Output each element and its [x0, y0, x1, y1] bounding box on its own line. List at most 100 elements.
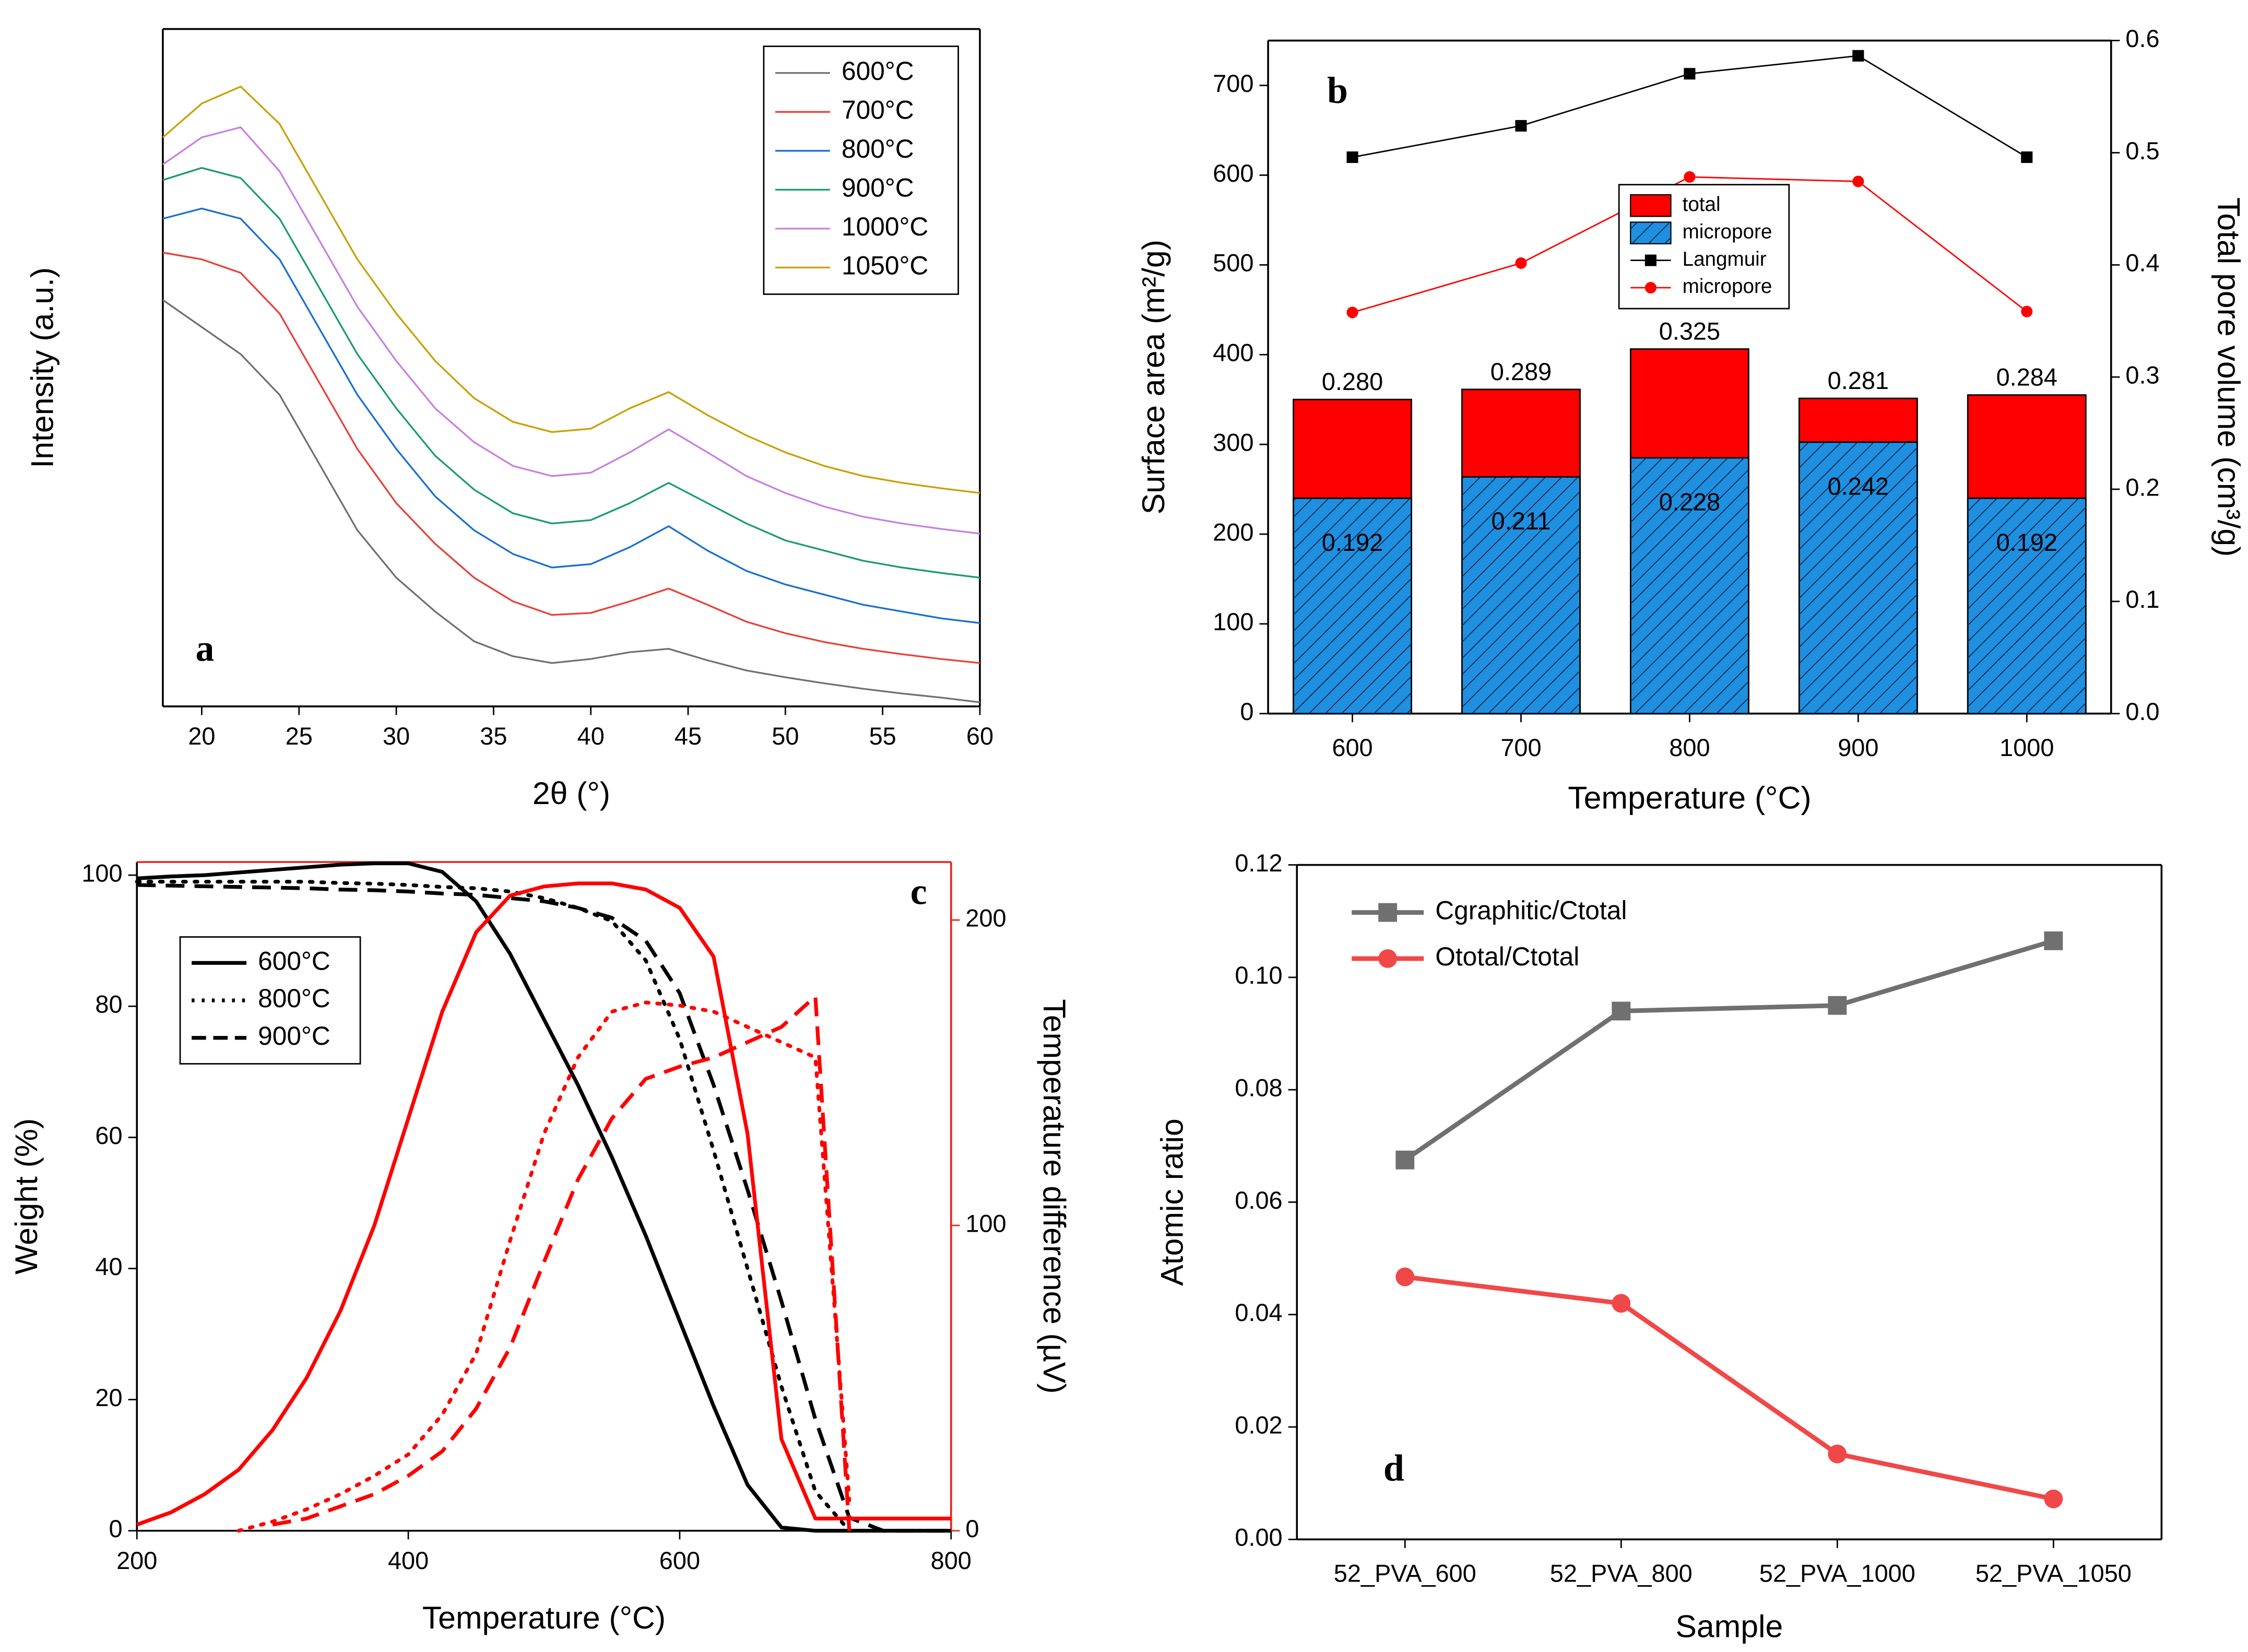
- x-tick-label: 400: [388, 1547, 429, 1574]
- y-tick-label: 0.12: [1235, 849, 1282, 877]
- marker: [1644, 282, 1657, 294]
- x-tick-label: 800: [931, 1547, 972, 1574]
- marker: [1346, 306, 1358, 318]
- legend-label: micropore: [1683, 275, 1772, 298]
- legend-label: total: [1683, 193, 1721, 216]
- x-tick-label: 52_PVA_1000: [1759, 1560, 1915, 1587]
- bar-hatch: [1630, 457, 1749, 714]
- legend-label: 900°C: [258, 1021, 330, 1051]
- x-tick-label: 52_PVA_1050: [1975, 1560, 2132, 1587]
- y-tick-label: 700: [1213, 70, 1253, 97]
- line: [162, 207, 980, 624]
- line: [162, 167, 980, 579]
- x-tick-label: 700: [1500, 734, 1541, 761]
- x-axis-title: Sample: [1675, 1609, 1783, 1644]
- legend-label: Ototal/Ctotal: [1435, 942, 1579, 971]
- x-tick-label: 20: [188, 723, 215, 750]
- bar-value-label: 0.211: [1491, 508, 1551, 535]
- legend-frame: [763, 45, 959, 295]
- line: [162, 126, 980, 535]
- marker: [1515, 257, 1527, 269]
- x-tick-label: 30: [383, 723, 410, 750]
- bar-value-label: 0.289: [1490, 358, 1552, 385]
- x-tick-label: 35: [480, 723, 507, 750]
- y2-tick-label: 100: [965, 1210, 1006, 1237]
- y-tick-label: 0.04: [1235, 1299, 1282, 1326]
- marker: [1395, 1150, 1415, 1170]
- y-tick-label: 500: [1213, 250, 1253, 277]
- bar-hatch: [1799, 442, 1918, 714]
- y-axis-title: Intensity (a.u.): [25, 267, 60, 468]
- line: [137, 861, 951, 1533]
- marker: [1346, 151, 1358, 163]
- x-tick-label: 55: [869, 723, 896, 750]
- y-axis-title: Atomic ratio: [1154, 1118, 1190, 1286]
- legend-label: 800°C: [842, 134, 914, 163]
- legend-label: 900°C: [842, 173, 914, 202]
- legend-hatch: [1630, 222, 1671, 244]
- x-tick-label: 52_PVA_600: [1334, 1560, 1476, 1587]
- x-tick-label: 25: [286, 723, 313, 750]
- bar-hatch: [1968, 498, 2086, 714]
- y-tick-label: 600: [1213, 160, 1253, 187]
- bar-hatch: [1462, 477, 1580, 714]
- bar-value-label: 0.284: [1996, 364, 2057, 391]
- marker: [1395, 1267, 1415, 1287]
- y-tick-label: 0.06: [1235, 1187, 1282, 1214]
- y-tick-label: 100: [1213, 608, 1253, 635]
- y2-axis-title: Temperature difference (µV): [1037, 999, 1072, 1394]
- line: [1404, 1275, 2054, 1502]
- bar-value-label: 0.280: [1322, 368, 1383, 395]
- y-axis-title: Weight (%): [8, 1118, 44, 1275]
- legend-swatch: [1630, 194, 1672, 217]
- y-tick-label: 300: [1213, 429, 1253, 456]
- x-tick-label: 200: [116, 1547, 157, 1574]
- y-tick-label: 60: [95, 1122, 122, 1149]
- legend-label: Cgraphitic/Ctotal: [1435, 896, 1627, 925]
- y2-tick-label: 0: [965, 1515, 979, 1542]
- x-tick-label: 900: [1838, 734, 1878, 761]
- marker: [1684, 171, 1696, 183]
- x-tick-label: 52_PVA_800: [1550, 1560, 1693, 1587]
- marker: [1612, 1294, 1631, 1313]
- y-tick-label: 0.10: [1235, 962, 1282, 989]
- legend-label: micropore: [1683, 220, 1772, 243]
- legend-label: Langmuir: [1683, 248, 1767, 270]
- marker: [1852, 175, 1864, 187]
- panel-letter: d: [1383, 1447, 1404, 1489]
- bar-value-label: 0.192: [1322, 529, 1383, 556]
- y2-tick-label: 0.5: [2125, 137, 2159, 164]
- marker: [1612, 1001, 1631, 1021]
- y-tick-label: 20: [95, 1384, 122, 1411]
- y2-tick-label: 0.6: [2125, 25, 2159, 52]
- y-tick-label: 0: [1240, 698, 1253, 725]
- x-tick-label: 40: [577, 723, 605, 750]
- panel-letter: a: [196, 628, 215, 669]
- marker: [1828, 996, 1847, 1015]
- y-tick-label: 200: [1213, 518, 1253, 546]
- bar-value-label: 0.228: [1659, 489, 1720, 516]
- line: [162, 299, 980, 703]
- panel-letter: c: [910, 871, 927, 913]
- legend-label: 600°C: [258, 946, 330, 975]
- y2-tick-label: 0.3: [2125, 362, 2159, 389]
- line: [1403, 938, 2054, 1162]
- marker: [1684, 68, 1696, 80]
- x-axis-title: Temperature (°C): [1568, 780, 1811, 815]
- y-tick-label: 0.08: [1235, 1075, 1282, 1102]
- line: [272, 994, 851, 1531]
- legend-label: 600°C: [842, 56, 914, 86]
- y2-tick-label: 0.4: [2125, 250, 2159, 277]
- bar-value-label: 0.325: [1659, 317, 1720, 345]
- marker: [1515, 120, 1527, 132]
- marker: [1644, 254, 1657, 266]
- marker: [1378, 903, 1398, 922]
- legend-frame: [179, 936, 361, 1065]
- y-tick-label: 0.00: [1235, 1524, 1282, 1551]
- x-axis-title: 2θ (°): [533, 775, 610, 811]
- x-tick-label: 45: [675, 723, 702, 750]
- legend-label: 1050°C: [842, 251, 928, 280]
- y-tick-label: 80: [95, 991, 122, 1018]
